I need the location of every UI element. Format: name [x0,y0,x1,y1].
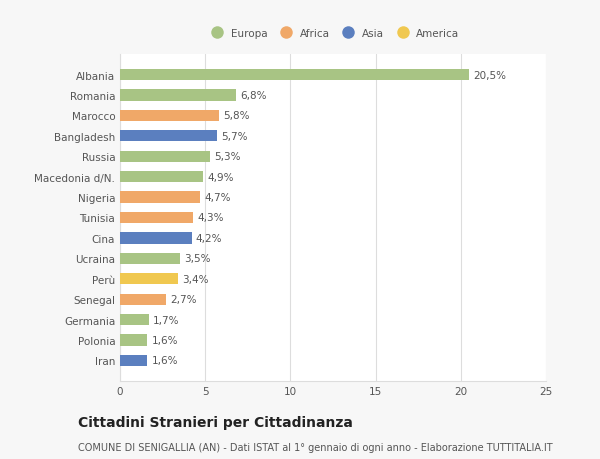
Bar [120,213,193,224]
Text: Cittadini Stranieri per Cittadinanza: Cittadini Stranieri per Cittadinanza [78,415,353,429]
Text: 1,7%: 1,7% [153,315,180,325]
Bar [120,172,203,183]
Text: 4,9%: 4,9% [208,172,234,182]
Bar [120,192,200,203]
Text: 5,3%: 5,3% [215,152,241,162]
Text: 6,8%: 6,8% [240,91,266,101]
Bar [120,70,469,81]
Text: 3,4%: 3,4% [182,274,209,284]
Text: 4,7%: 4,7% [205,193,231,203]
Bar [120,131,217,142]
Text: 4,2%: 4,2% [196,233,223,243]
Text: 5,7%: 5,7% [221,132,248,141]
Bar [120,294,166,305]
Text: 1,6%: 1,6% [152,335,178,345]
Text: 5,8%: 5,8% [223,111,250,121]
Text: COMUNE DI SENIGALLIA (AN) - Dati ISTAT al 1° gennaio di ogni anno - Elaborazione: COMUNE DI SENIGALLIA (AN) - Dati ISTAT a… [78,442,553,452]
Bar [120,335,147,346]
Bar [120,151,211,162]
Bar [120,233,191,244]
Legend: Europa, Africa, Asia, America: Europa, Africa, Asia, America [203,24,463,43]
Bar [120,314,149,325]
Bar [120,111,219,122]
Text: 4,3%: 4,3% [197,213,224,223]
Text: 3,5%: 3,5% [184,254,211,264]
Bar [120,274,178,285]
Bar [120,253,179,264]
Bar [120,355,147,366]
Text: 1,6%: 1,6% [152,356,178,365]
Bar [120,90,236,101]
Text: 2,7%: 2,7% [170,295,197,304]
Text: 20,5%: 20,5% [473,71,506,80]
